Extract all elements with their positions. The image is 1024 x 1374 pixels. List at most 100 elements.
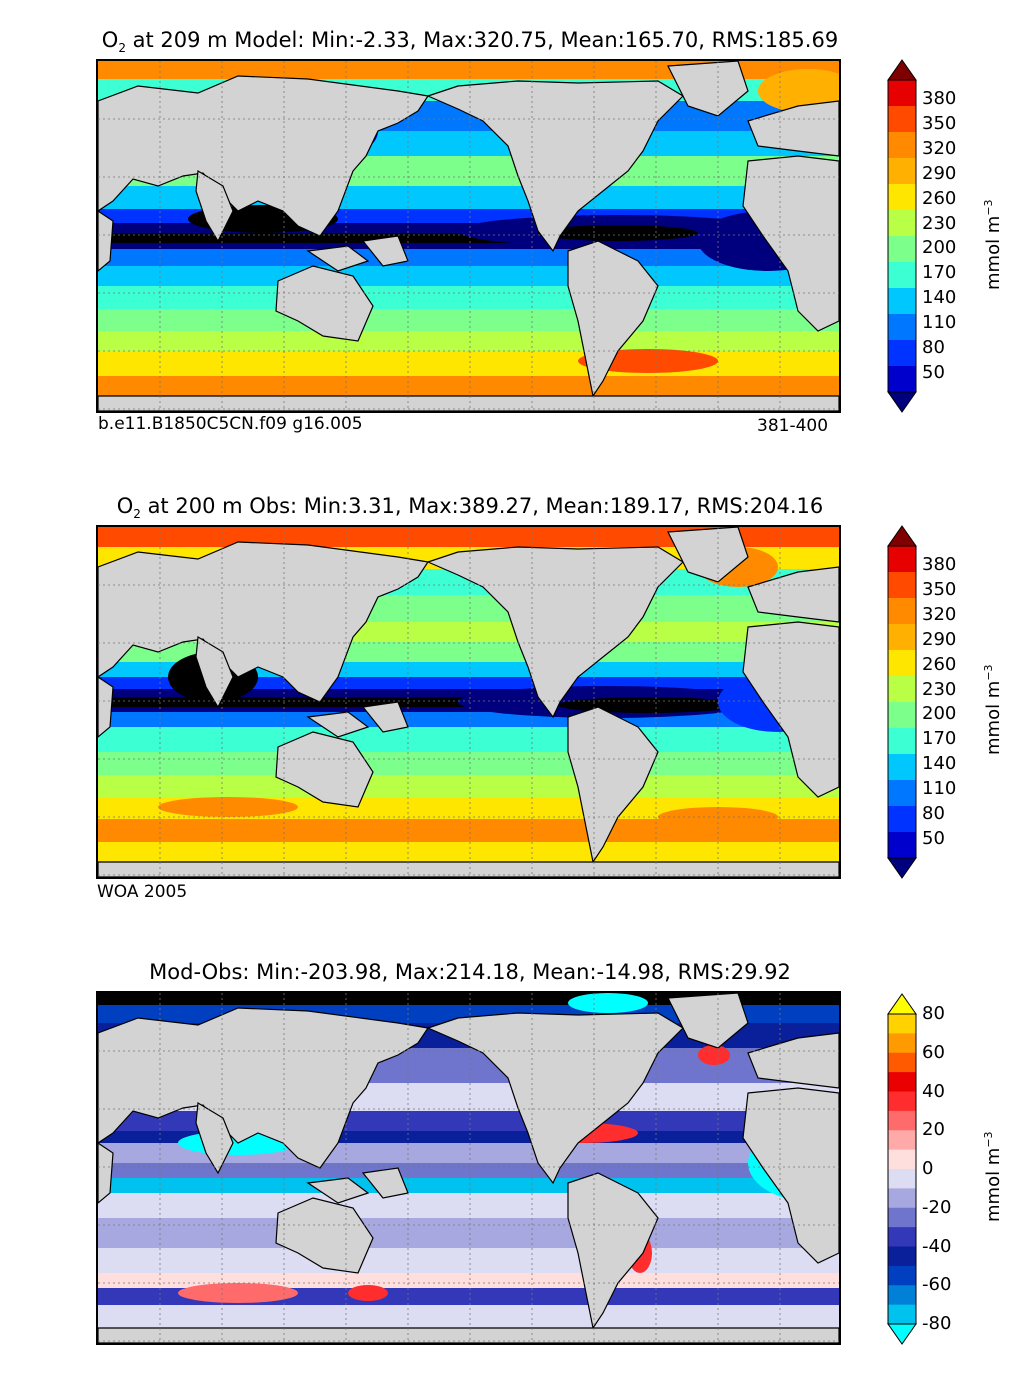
colorbar-segment [888,1304,916,1325]
colorbar-segment [888,728,916,755]
colorbar-segment [888,314,916,341]
obs-unit-text: mmol m [983,680,1004,755]
model-title-species: O [101,28,119,52]
diff-title-text: Mod-Obs: Min:-203.98, Max:214.18, Mean:-… [149,960,791,984]
diff-unit-text: mmol m [983,1147,1004,1222]
obs-title-text: at 200 m Obs: Min:3.31, Max:389.27, Mean… [140,494,824,518]
diff-unit-exponent: −3 [982,1131,995,1148]
colorbar-segment [888,780,916,807]
colorbar-tick-label: 20 [922,1119,945,1141]
ocean-contour-band [98,351,839,376]
ocean-anomaly-region [538,225,698,241]
model-map-plot [98,61,839,411]
colorbar-tick-label: 60 [922,1041,945,1063]
ocean-contour-band [98,527,839,547]
colorbar-segment [888,650,916,677]
colorbar-tick-label: 140 [922,287,957,309]
ocean-contour-band [98,842,839,862]
colorbar-tick-label: -80 [922,1313,952,1334]
ocean-anomaly-region [758,69,839,113]
land-mass [426,546,684,719]
land-mass [98,541,430,703]
ocean-contour-band [98,677,839,689]
land-mass [195,169,234,243]
colorbar-segment [888,1169,916,1189]
colorbar-tick-label: 80 [922,803,945,825]
colorbar-segment [888,624,916,651]
colorbar-segment [888,184,916,211]
colorbar-tick-label: 230 [922,678,957,700]
colorbar-segment [888,80,916,107]
colorbar-segment [888,1207,916,1228]
colorbar-frame [887,545,917,859]
colorbar-tick-label: 320 [922,603,957,625]
land-mass [667,993,749,1049]
colorbar-segment [888,1091,916,1112]
land-mass [667,61,749,117]
ocean-contour-band [98,1193,839,1218]
obs-colorbar [887,525,917,879]
model-run-label: b.e11.B1850C5CN.f09 g16.005 [98,414,363,434]
obs-title-subscript: 2 [133,507,141,522]
land-mass [98,676,114,738]
colorbar-segment [888,1072,916,1093]
land-mass [742,155,839,332]
model-colorbar [887,59,917,413]
colorbar-segment [888,1130,916,1151]
colorbar-cap-bottom [887,1323,917,1345]
obs-colorbar-svg [887,525,917,879]
colorbar-tick-label: 290 [922,628,957,650]
obs-title-species: O [116,494,134,518]
colorbar-segment [888,1033,916,1054]
ocean-contour-band [98,61,839,79]
colorbar-segment [888,832,916,859]
land-mass [98,1142,114,1204]
land-mass [742,1087,839,1264]
model-years-label: 381-400 [757,416,829,436]
land-mass [98,210,114,272]
ocean-contour-band [98,266,839,286]
model-unit-exponent: −3 [982,199,995,216]
ocean-contour-band [98,249,839,266]
colorbar-tick-label: 230 [922,212,957,234]
land-mass [98,395,839,411]
ocean-contour-band [98,1218,839,1248]
colorbar-cap-bottom [887,391,917,413]
colorbar-segment [888,288,916,315]
diff-panel-title: Mod-Obs: Min:-203.98, Max:214.18, Mean:-… [0,960,940,984]
obs-colorbar-unit: mmol m−3 [982,664,1004,755]
ocean-contour-band [98,775,839,797]
ocean-anomaly-region [568,993,648,1013]
colorbar-segment [888,806,916,833]
colorbar-cap-top [887,59,917,81]
land-mass [98,1327,839,1343]
model-title-subscript: 2 [118,41,126,56]
land-mass [567,706,659,864]
colorbar-tick-label: 200 [922,703,957,725]
model-colorbar-unit: mmol m−3 [982,199,1004,290]
colorbar-tick-label: 170 [922,262,957,284]
colorbar-tick-label: 80 [922,1003,945,1024]
obs-panel-title: O2 at 200 m Obs: Min:3.31, Max:389.27, M… [0,494,940,521]
colorbar-segment [888,572,916,599]
ocean-contour-band [98,1178,839,1193]
colorbar-tick-label: 140 [922,753,957,775]
colorbar-segment [888,366,916,393]
land-mass [567,1172,659,1330]
diff-map-plot [98,993,839,1343]
colorbar-tick-label: 0 [922,1158,934,1179]
ocean-contour-band [98,331,839,351]
colorbar-segment [888,1149,916,1170]
colorbar-tick-label: 350 [922,112,957,134]
obs-map-plot [98,527,839,877]
colorbar-tick-label: 350 [922,578,957,600]
diff-colorbar [887,993,917,1345]
colorbar-segment [888,546,916,573]
model-unit-text: mmol m [983,215,1004,290]
colorbar-segment [888,676,916,703]
colorbar-tick-label: 110 [922,778,957,800]
colorbar-tick-label: -40 [922,1235,952,1257]
ocean-contour-band [98,1163,839,1178]
land-mass [426,80,684,253]
colorbar-segment [888,106,916,133]
